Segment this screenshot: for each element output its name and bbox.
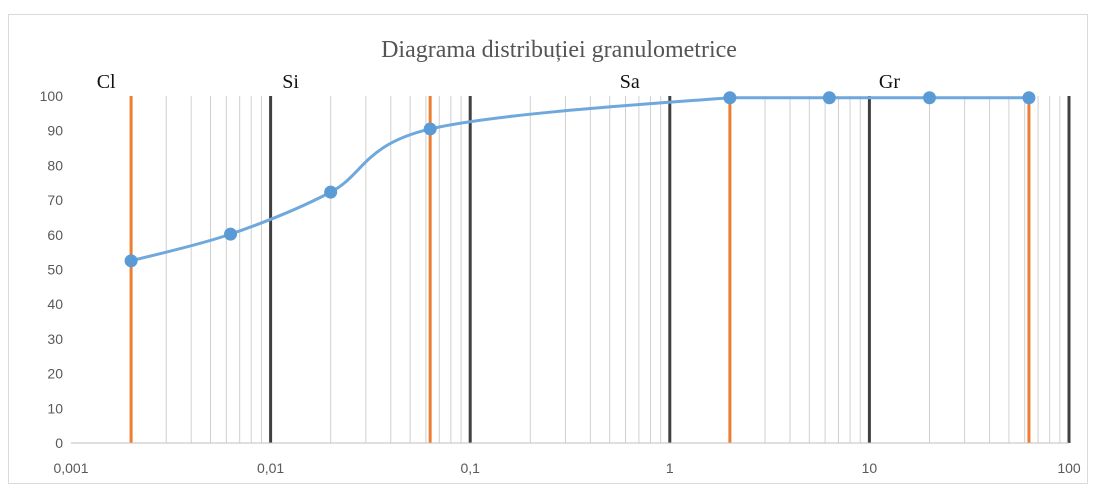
series-path bbox=[130, 96, 1029, 263]
y-tick-label: 70 bbox=[47, 192, 63, 208]
y-tick-label: 0 bbox=[55, 435, 63, 451]
y-tick-label: 40 bbox=[47, 296, 63, 312]
chart-area: 0 10 20 30 40 50 60 70 80 90 100 0,001 0,01 0,1 1 10 100… bbox=[8, 14, 1088, 484]
data-point bbox=[922, 91, 936, 105]
zone-label: Sa bbox=[620, 71, 640, 93]
data-point bbox=[324, 185, 338, 199]
data-point bbox=[723, 91, 737, 105]
labels: Cl Si Sa Gr bbox=[97, 71, 901, 93]
data-point bbox=[423, 122, 437, 136]
fraction-boundaries bbox=[129, 96, 1071, 443]
data-point bbox=[224, 227, 238, 241]
y-tick-label: 50 bbox=[47, 262, 63, 278]
y-tick-label: 20 bbox=[47, 366, 63, 382]
y-tick-label: 60 bbox=[47, 227, 63, 243]
y-tick-label: 10 bbox=[47, 400, 63, 416]
y-tick-label: 30 bbox=[47, 331, 63, 347]
x-tick-label: 100 bbox=[1057, 460, 1081, 476]
data-point bbox=[822, 91, 836, 105]
zone-label: Gr bbox=[879, 71, 900, 93]
data-point bbox=[124, 254, 138, 268]
x-tick-label: 10 bbox=[862, 460, 878, 476]
y-tick-label: 100 bbox=[40, 88, 64, 104]
axes: 0 10 20 30 40 50 60 70 80 90 100 0,001 0,01 0,1 1 10 100 bbox=[40, 88, 1081, 476]
data-points bbox=[124, 91, 1036, 268]
y-tick-label: 90 bbox=[47, 123, 63, 139]
x-tick-label: 1 bbox=[666, 460, 674, 476]
y-tick-label: 80 bbox=[47, 157, 63, 173]
x-tick-label: 0,001 bbox=[53, 460, 88, 476]
zone-label: Cl bbox=[97, 71, 116, 93]
series-line bbox=[130, 96, 1029, 263]
zone-label: Si bbox=[282, 71, 299, 93]
x-tick-label: 0,01 bbox=[257, 460, 284, 476]
data-point bbox=[1022, 91, 1036, 105]
chart-title: Diagrama distribuției granulometrice bbox=[381, 37, 737, 63]
chart-svg: 0 10 20 30 40 50 60 70 80 90 100 0,001 0,01 0,1 1 10 100… bbox=[40, 37, 1081, 476]
x-tick-label: 0,1 bbox=[460, 460, 480, 476]
